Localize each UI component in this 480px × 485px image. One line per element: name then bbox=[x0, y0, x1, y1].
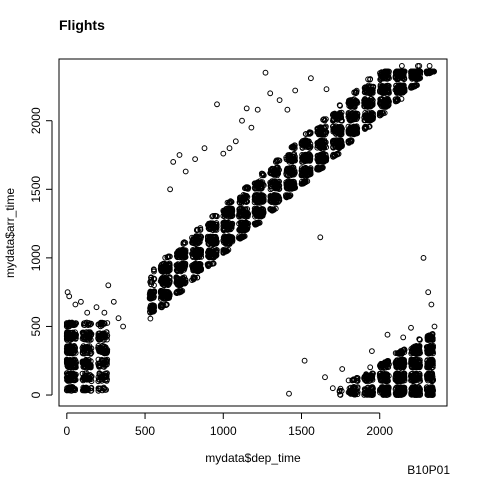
y-axis-label: mydata$arr_time bbox=[3, 188, 17, 278]
y-axis: 0 500 1000 1500 2000 bbox=[29, 107, 52, 398]
x-tick-label: 1500 bbox=[288, 424, 315, 438]
data-point bbox=[148, 316, 153, 321]
y-tick-label: 2000 bbox=[29, 107, 43, 134]
chart-title: Flights bbox=[59, 17, 105, 33]
x-tick-label: 2000 bbox=[366, 424, 393, 438]
y-tick-label: 1000 bbox=[29, 244, 43, 271]
data-point bbox=[427, 64, 432, 69]
data-points bbox=[64, 64, 437, 398]
x-tick-label: 500 bbox=[135, 424, 155, 438]
y-tick-label: 0 bbox=[29, 391, 43, 398]
x-tick-label: 0 bbox=[63, 424, 70, 438]
plot-frame bbox=[59, 59, 447, 406]
y-tick-label: 1500 bbox=[29, 176, 43, 203]
x-tick-label: 1000 bbox=[210, 424, 237, 438]
chart-caption: B10P01 bbox=[407, 463, 450, 477]
data-point bbox=[400, 64, 405, 69]
data-point bbox=[368, 365, 373, 370]
x-axis-label: mydata$dep_time bbox=[205, 451, 301, 465]
y-tick-label: 500 bbox=[29, 316, 43, 336]
x-axis: 0 500 1000 1500 2000 bbox=[63, 413, 393, 438]
